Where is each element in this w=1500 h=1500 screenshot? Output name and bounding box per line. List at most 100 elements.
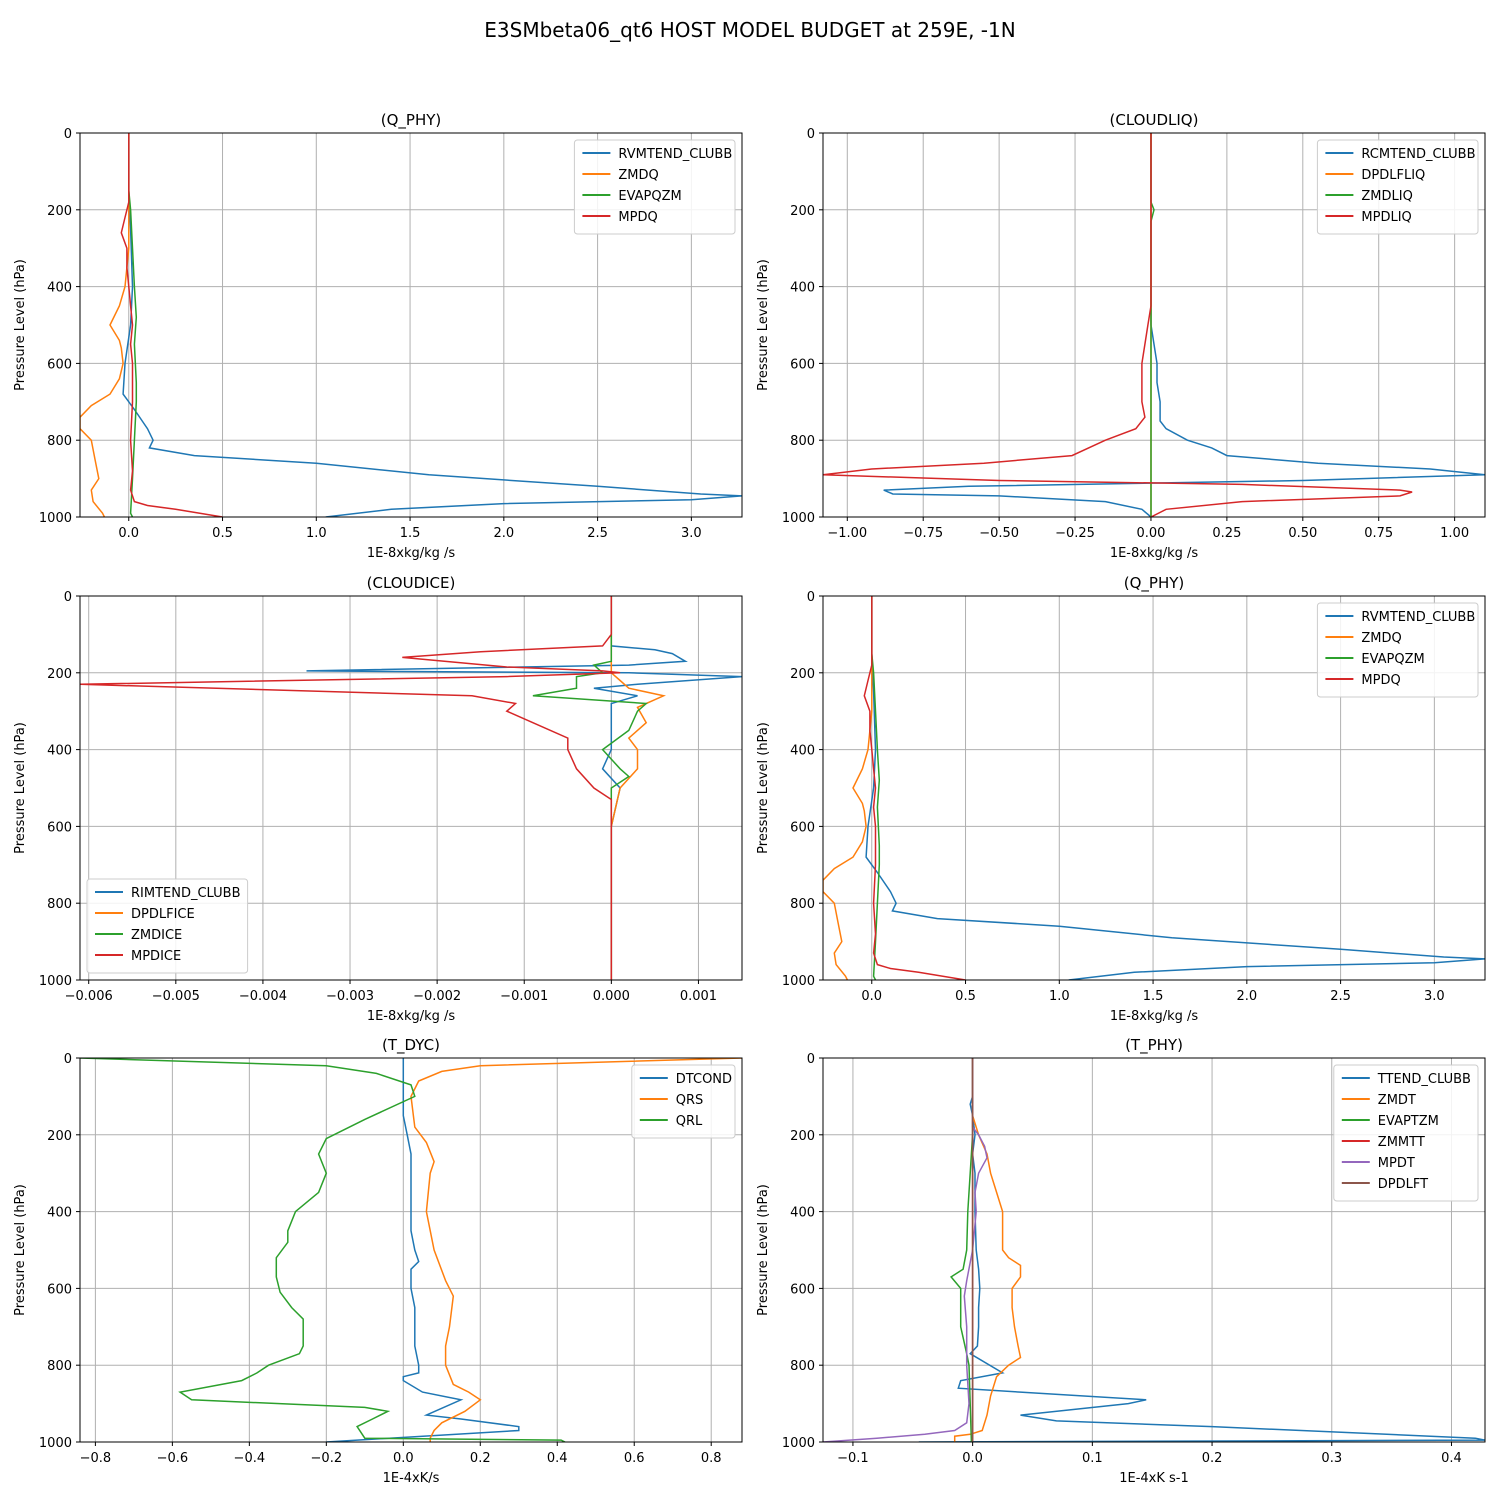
x-tick-label: 1.5 bbox=[1143, 989, 1164, 1004]
legend: RCMTEND_CLUBB DPDLFLIQ ZMDLIQ MPDLIQ bbox=[1316, 139, 1479, 235]
x-tick-label: −0.8 bbox=[80, 1451, 112, 1466]
x-tick-label: 0.0 bbox=[962, 1451, 983, 1466]
legend-label: EVAPQZM bbox=[618, 189, 681, 204]
series-line-mpdice bbox=[80, 596, 621, 980]
legend-label: DTCOND bbox=[676, 1072, 732, 1087]
series-line-qrl bbox=[80, 1058, 566, 1442]
legend-label: MPDT bbox=[1378, 1156, 1415, 1171]
legend-label: TTEND_CLUBB bbox=[1377, 1072, 1471, 1087]
x-tick-label: 1.00 bbox=[1440, 526, 1469, 541]
y-tick-label: 600 bbox=[790, 357, 815, 372]
y-tick-label: 400 bbox=[790, 1206, 815, 1221]
legend-label: ZMDQ bbox=[1361, 631, 1401, 646]
x-tick-label: 0.4 bbox=[547, 1451, 568, 1466]
subplot-2: −1.00 −0.75 −0.50 −0.25 0.00 0.25 0.50 0.75 1.00… bbox=[756, 111, 1486, 561]
subplot-5: −0.8 −0.6 −0.4 −0.2 0.0 0.2 0.4 0.6 0.8 0 200 400 60… bbox=[13, 1036, 743, 1486]
x-tick-label: 3.0 bbox=[1424, 989, 1445, 1004]
legend-box bbox=[1333, 1064, 1479, 1202]
y-axis-label: Pressure Level (hPa) bbox=[756, 1184, 771, 1316]
x-tick-label: 0.3 bbox=[1321, 1451, 1342, 1466]
series-line-zmdice bbox=[532, 596, 649, 980]
subplot-6: −0.1 0.0 0.1 0.2 0.3 0.4 0 200 400 600 800 1000 (T_P… bbox=[756, 1036, 1486, 1486]
series-line-qrs bbox=[410, 1058, 742, 1442]
legend-label: EVAPTZM bbox=[1378, 1114, 1439, 1129]
legend-label: RVMTEND_CLUBB bbox=[1361, 610, 1475, 625]
series-line-mpdliq bbox=[823, 133, 1413, 517]
y-tick-label: 0 bbox=[807, 1052, 815, 1067]
x-axis-label: 1E-4xK s-1 bbox=[1119, 1471, 1189, 1486]
legend-label: RIMTEND_CLUBB bbox=[131, 886, 241, 901]
x-tick-label: 0.25 bbox=[1212, 526, 1241, 541]
legend-label: MPDICE bbox=[131, 949, 181, 964]
subplot-1: 0.0 0.5 1.0 1.5 2.0 2.5 3.0 0 200 400 600 800 1000 (Q… bbox=[13, 111, 743, 561]
y-tick-label: 0 bbox=[64, 1052, 72, 1067]
x-tick-label: −0.75 bbox=[903, 526, 943, 541]
x-axis-label: 1E-8xkg/kg /s bbox=[367, 1009, 456, 1024]
y-tick-label: 1000 bbox=[782, 511, 815, 526]
series-line-evapqzm bbox=[128, 133, 138, 517]
subplot-title: (Q_PHY) bbox=[381, 111, 442, 130]
x-tick-label: 2.5 bbox=[587, 526, 608, 541]
legend-label: DPDLFT bbox=[1378, 1177, 1428, 1192]
y-tick-label: 800 bbox=[790, 1359, 815, 1374]
x-tick-label: −0.25 bbox=[1055, 526, 1095, 541]
x-tick-label: 0.4 bbox=[1441, 1451, 1462, 1466]
legend-label: MPDLIQ bbox=[1361, 210, 1411, 225]
y-axis-label: Pressure Level (hPa) bbox=[13, 1184, 28, 1316]
y-tick-label: 200 bbox=[790, 1129, 815, 1144]
y-tick-label: 600 bbox=[790, 1282, 815, 1297]
x-tick-label: 0.5 bbox=[212, 526, 233, 541]
series-line-rimtend_clubb bbox=[306, 596, 742, 980]
x-tick-label: −0.4 bbox=[234, 1451, 266, 1466]
y-tick-label: 200 bbox=[47, 667, 72, 682]
series-line-zmdq bbox=[823, 596, 873, 980]
legend-label: RVMTEND_CLUBB bbox=[618, 147, 732, 162]
series-line-rvmtend_clubb bbox=[865, 596, 1485, 980]
y-axis-label: Pressure Level (hPa) bbox=[13, 722, 28, 854]
x-axis-label: 1E-8xkg/kg /s bbox=[367, 546, 456, 561]
legend-box bbox=[1316, 602, 1479, 698]
subplot-title: (Q_PHY) bbox=[1124, 574, 1185, 593]
figure-title: E3SMbeta06_qt6 HOST MODEL BUDGET at 259E… bbox=[484, 18, 1015, 42]
legend-label: ZMDT bbox=[1378, 1093, 1416, 1108]
x-tick-label: 1.0 bbox=[306, 526, 327, 541]
y-tick-label: 800 bbox=[47, 1359, 72, 1374]
x-tick-label: 0.2 bbox=[1202, 1451, 1223, 1466]
series-line-evapqzm bbox=[871, 596, 881, 980]
axes-frame bbox=[79, 132, 743, 518]
series-line-rcmtend_clubb bbox=[883, 133, 1485, 517]
y-tick-label: 800 bbox=[790, 897, 815, 912]
y-tick-label: 400 bbox=[790, 744, 815, 759]
subplot-title: (CLOUDLIQ) bbox=[1110, 111, 1199, 129]
y-tick-label: 1000 bbox=[39, 511, 72, 526]
y-tick-label: 0 bbox=[807, 590, 815, 605]
subplot-title: (CLOUDICE) bbox=[367, 574, 456, 592]
x-tick-label: 3.0 bbox=[681, 526, 702, 541]
axes-frame bbox=[822, 1057, 1486, 1443]
x-tick-label: −0.1 bbox=[837, 1451, 869, 1466]
y-tick-label: 200 bbox=[790, 204, 815, 219]
y-tick-label: 1000 bbox=[39, 974, 72, 989]
series-line-dpdlfice bbox=[610, 596, 666, 980]
y-tick-label: 600 bbox=[47, 820, 72, 835]
series-line-rvmtend_clubb bbox=[122, 133, 742, 517]
legend-label: DPDLFLIQ bbox=[1361, 168, 1425, 183]
y-tick-label: 200 bbox=[790, 667, 815, 682]
x-tick-label: 1.0 bbox=[1049, 989, 1070, 1004]
y-tick-label: 200 bbox=[47, 204, 72, 219]
x-tick-label: 0.0 bbox=[861, 989, 882, 1004]
y-tick-label: 1000 bbox=[782, 974, 815, 989]
x-tick-label: 1.5 bbox=[400, 526, 421, 541]
legend-label: ZMDQ bbox=[618, 168, 658, 183]
series-line-mpdq bbox=[863, 596, 966, 980]
x-axis-label: 1E-4xK/s bbox=[383, 1471, 440, 1486]
x-tick-label: 0.6 bbox=[624, 1451, 645, 1466]
x-tick-label: 0.000 bbox=[593, 989, 630, 1004]
x-axis-label: 1E-8xkg/kg /s bbox=[1110, 1009, 1199, 1024]
x-tick-label: 0.1 bbox=[1082, 1451, 1103, 1466]
legend-label: MPDQ bbox=[1361, 673, 1400, 688]
y-tick-label: 0 bbox=[807, 127, 815, 142]
x-tick-label: 2.0 bbox=[1236, 989, 1257, 1004]
legend: RIMTEND_CLUBB DPDLFICE ZMDICE MPDICE bbox=[86, 878, 249, 974]
